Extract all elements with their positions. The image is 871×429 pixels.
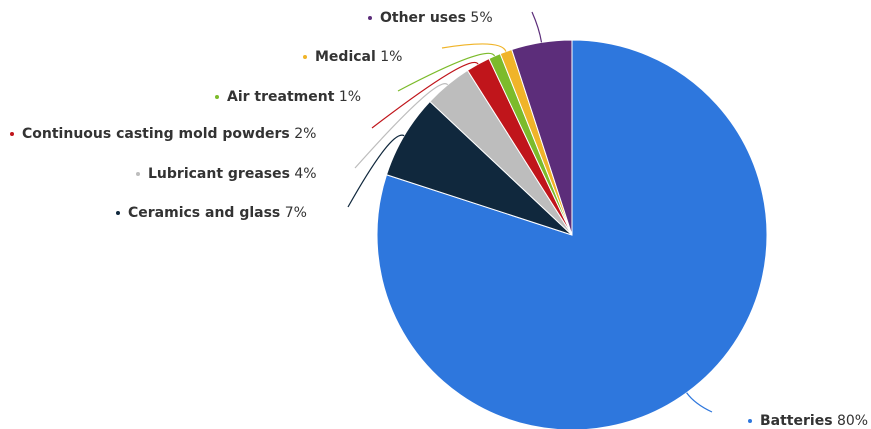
legend-bullet xyxy=(303,55,307,59)
slice-value: 80% xyxy=(837,413,868,429)
pie-slice xyxy=(511,39,573,236)
legend-bullet xyxy=(136,172,140,176)
slice-value: 1% xyxy=(380,49,402,65)
legend-bullet xyxy=(748,419,752,423)
legend-bullet xyxy=(116,211,120,215)
slice-label: Medical 1% xyxy=(315,49,402,65)
slice-name: Continuous casting mold powders xyxy=(22,126,290,142)
slice-name: Ceramics and glass xyxy=(128,205,280,221)
pie-slice xyxy=(376,39,768,429)
slice-name: Other uses xyxy=(380,10,466,26)
slice-label: Air treatment 1% xyxy=(227,89,361,105)
leader-line xyxy=(371,61,479,129)
leader-line xyxy=(686,392,713,413)
leader-line xyxy=(397,52,496,92)
slice-value: 4% xyxy=(294,166,316,182)
slice-value: 7% xyxy=(285,205,307,221)
slice-label: Ceramics and glass 7% xyxy=(128,205,307,221)
leader-line xyxy=(531,11,543,43)
slice-label: Continuous casting mold powders 2% xyxy=(22,126,316,142)
slice-label: Batteries 80% xyxy=(760,413,868,429)
legend-bullet xyxy=(215,95,219,99)
leader-line xyxy=(441,43,507,52)
slice-value: 5% xyxy=(470,10,492,26)
slice-name: Batteries xyxy=(760,413,833,429)
slice-name: Medical xyxy=(315,49,376,65)
slice-value: 1% xyxy=(339,89,361,105)
legend-bullet xyxy=(368,16,372,20)
leader-line xyxy=(354,83,449,169)
leader-line xyxy=(347,134,405,208)
slice-name: Air treatment xyxy=(227,89,335,105)
slice-value: 2% xyxy=(294,126,316,142)
legend-bullet xyxy=(10,132,14,136)
slice-label: Other uses 5% xyxy=(380,10,493,26)
slice-name: Lubricant greases xyxy=(148,166,290,182)
slice-label: Lubricant greases 4% xyxy=(148,166,317,182)
